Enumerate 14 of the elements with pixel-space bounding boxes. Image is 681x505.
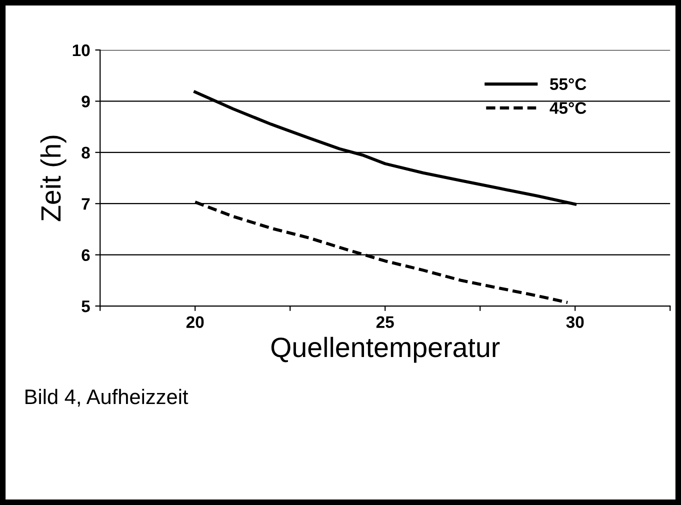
y-tick-label: 7: [82, 198, 90, 210]
y-tick-label: 5: [82, 300, 90, 312]
x-tick-label: 30: [566, 316, 584, 328]
legend-label: 55°C: [550, 78, 586, 90]
x-tick-label: 25: [376, 316, 394, 328]
x-tick-label: 20: [186, 316, 204, 328]
x-axis-title: Quellentemperatur: [271, 336, 500, 363]
legend-label: 45°C: [550, 102, 586, 114]
y-tick-label: 6: [82, 249, 90, 262]
y-tick-label: 9: [82, 96, 90, 108]
y-tick-label: 10: [72, 44, 90, 56]
y-axis-title: Zeit (h): [40, 136, 66, 222]
y-tick-label: 8: [82, 146, 90, 159]
text: Bild 4, Aufheizzeit: [26, 388, 188, 407]
